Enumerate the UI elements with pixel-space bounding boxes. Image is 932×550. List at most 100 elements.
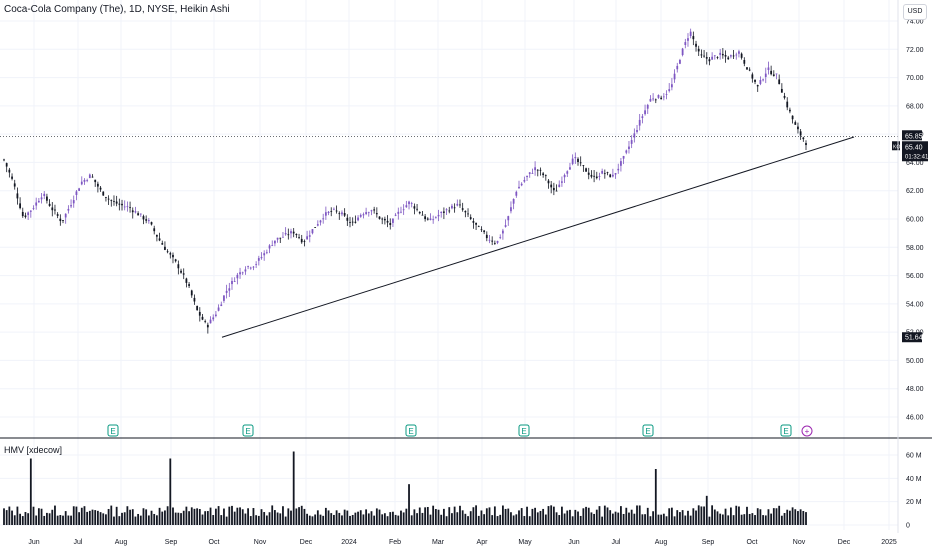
earnings-icon[interactable]: E xyxy=(780,424,792,437)
earnings-icon[interactable]: E xyxy=(405,424,417,437)
candle-up xyxy=(507,216,510,221)
volume-bar xyxy=(636,505,638,525)
candle-down xyxy=(593,175,596,177)
volume-bar xyxy=(622,513,625,525)
volume-bar xyxy=(324,507,327,525)
volume-bar xyxy=(311,516,314,525)
current-price-tag xyxy=(902,141,928,162)
volume-bar xyxy=(421,512,424,525)
add-event-icon[interactable]: + xyxy=(801,425,813,437)
candle-down xyxy=(110,200,113,202)
candle-down xyxy=(137,213,140,216)
candle-up xyxy=(571,158,574,164)
trendline-anchor-label: 51.64 xyxy=(905,335,923,342)
earnings-icon[interactable]: E xyxy=(518,424,530,437)
candle-up xyxy=(223,295,225,301)
candle-up xyxy=(370,210,373,212)
volume-bar xyxy=(410,515,413,525)
volume-bar xyxy=(113,516,115,525)
volume-bar xyxy=(448,507,451,525)
candle-up xyxy=(429,218,432,220)
volume-bar xyxy=(400,510,402,525)
candle-down xyxy=(343,213,346,216)
volume-bar xyxy=(585,506,587,525)
volume-bar xyxy=(67,515,70,525)
price-axis[interactable]: 74.0072.0070.0068.0066.0064.0062.0060.00… xyxy=(906,19,924,422)
earnings-icon[interactable]: E xyxy=(242,424,254,437)
candle-down xyxy=(442,211,445,213)
volume-bar xyxy=(322,515,325,525)
volume-bar xyxy=(212,515,215,525)
time-tick-label: Jun xyxy=(568,539,579,546)
trendline-anchor-tag xyxy=(902,332,922,343)
candle-down xyxy=(190,290,193,296)
candle-up xyxy=(290,231,292,234)
volume-bar xyxy=(182,510,185,525)
candle-up xyxy=(558,184,561,188)
candle-up xyxy=(456,203,459,206)
volume-bar xyxy=(405,508,408,525)
volume-bar xyxy=(762,515,764,525)
time-axis[interactable]: Jun Jul Aug Sep Oct Nov Dec 2024 Feb Mar Apr May Jun… xyxy=(28,539,897,546)
candle-down xyxy=(59,218,62,222)
candle-down xyxy=(166,251,169,253)
candle-down xyxy=(198,311,201,316)
candle-down xyxy=(547,180,550,184)
candle-up xyxy=(126,206,129,208)
volume-bar xyxy=(236,507,239,525)
symbol-label: KO xyxy=(893,144,900,150)
trendline-segment[interactable] xyxy=(221,136,855,338)
candle-up xyxy=(247,266,249,268)
volume-bar xyxy=(11,510,13,525)
candle-up xyxy=(504,225,507,227)
price-tick-label: 50.00 xyxy=(906,358,924,365)
volume-bar xyxy=(308,515,311,525)
trendline[interactable] xyxy=(221,136,855,338)
volume-bar xyxy=(673,516,676,525)
time-tick-label: Jul xyxy=(74,539,83,546)
volume-bar xyxy=(314,514,317,525)
volume-bar xyxy=(652,511,655,525)
volume-bar xyxy=(418,507,421,525)
earnings-icon[interactable]: E xyxy=(107,424,119,437)
volume-bar xyxy=(338,512,341,525)
candle-down xyxy=(416,208,418,210)
volume-bar xyxy=(732,515,735,525)
volume-bar xyxy=(56,515,59,525)
volume-bar xyxy=(649,516,652,525)
candle-down xyxy=(413,206,416,209)
volume-bar xyxy=(684,515,687,525)
candle-up xyxy=(762,79,764,81)
price-labels: 65.85 KO 65.40 01:32:41 51.64 xyxy=(892,130,929,343)
candle-down xyxy=(354,221,357,223)
candle-up xyxy=(241,272,244,274)
candle-up xyxy=(512,198,515,204)
candle-up xyxy=(528,172,531,174)
volume-bar xyxy=(48,513,51,525)
candle-down xyxy=(155,234,158,237)
candle-down xyxy=(16,193,19,199)
currency-button[interactable]: USD xyxy=(903,4,927,20)
volume-bar xyxy=(153,513,156,525)
candle-down xyxy=(54,209,56,211)
candle-down xyxy=(483,230,486,233)
volume-bar xyxy=(794,509,797,525)
candle-down xyxy=(145,219,148,221)
volume-bar xyxy=(571,516,574,525)
candle-up xyxy=(410,203,413,204)
volume-bar xyxy=(432,505,435,525)
candle-down xyxy=(180,270,182,273)
volume-bar xyxy=(590,512,593,525)
candle-up xyxy=(225,290,228,293)
volume-bar xyxy=(552,506,555,525)
volume-bar xyxy=(142,508,145,525)
volume-bar xyxy=(110,505,113,525)
earnings-icon-letter: E xyxy=(110,427,115,436)
time-tick-label: Feb xyxy=(389,539,401,546)
candle-down xyxy=(703,55,705,57)
earnings-icon[interactable]: E xyxy=(642,424,654,437)
time-tick-label: Oct xyxy=(209,539,220,546)
volume-bar xyxy=(778,505,781,525)
volume-bar xyxy=(488,507,491,525)
volume-bar xyxy=(719,513,722,525)
